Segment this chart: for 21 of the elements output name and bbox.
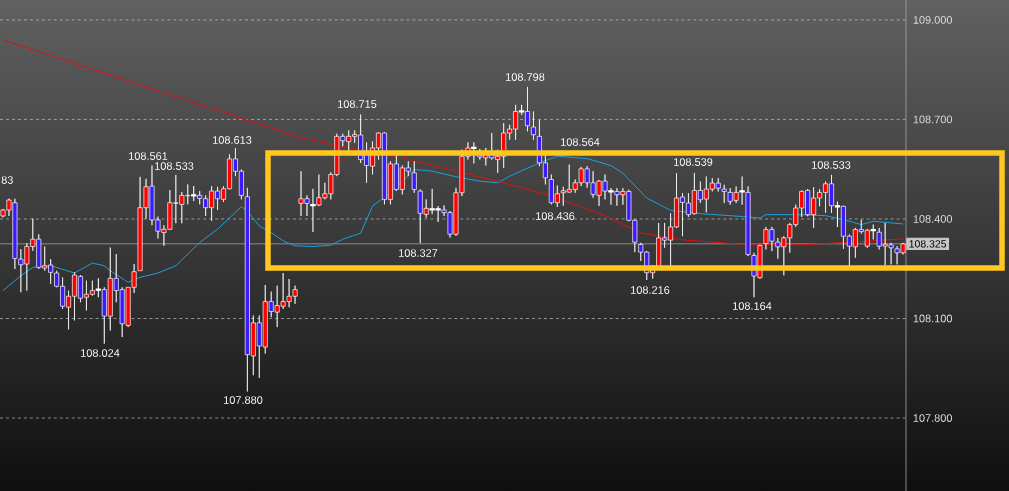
annotation: 108.533 (155, 162, 194, 170)
annotation: 108.613 (213, 136, 252, 144)
annotation: 108.561 (129, 152, 168, 160)
y-tick-label: 108.100 (913, 314, 953, 323)
annotation: 108.715 (338, 100, 377, 108)
annotation: 108.533 (812, 161, 851, 169)
annotation: 108.216 (631, 286, 670, 294)
y-tick-label: 109.000 (913, 16, 953, 24)
y-tick-label: 107.800 (913, 414, 953, 422)
annotation: 108.164 (733, 302, 772, 310)
annotation: 83 (1, 176, 13, 184)
annotation: 108.024 (81, 349, 120, 357)
annotation: 107.880 (224, 396, 263, 404)
annotation: 108.327 (399, 249, 438, 257)
annotation: 108.564 (561, 138, 600, 146)
annotation: 108.539 (674, 158, 713, 166)
ref-line-label: 108.325 (909, 240, 947, 248)
y-tick-label: 108.700 (913, 115, 953, 124)
y-tick-label: 108.400 (913, 215, 953, 223)
annotation: 108.798 (506, 73, 545, 81)
annotation: 108.436 (536, 212, 575, 220)
